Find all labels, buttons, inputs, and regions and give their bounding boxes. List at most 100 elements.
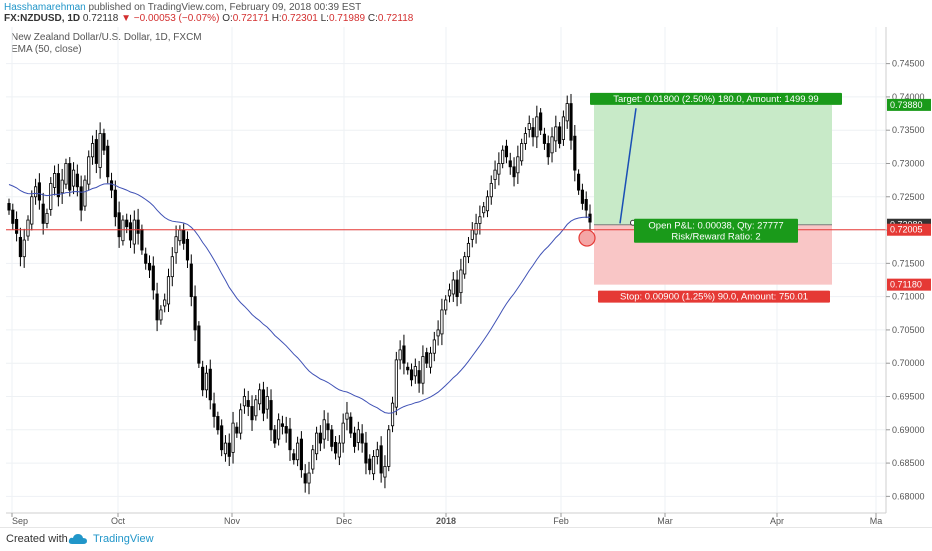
candle-body bbox=[326, 423, 330, 431]
candle-body bbox=[113, 189, 117, 218]
candle-body bbox=[37, 182, 41, 201]
candle-body bbox=[144, 253, 148, 264]
price-label-box[interactable] bbox=[887, 278, 931, 291]
candle-body bbox=[451, 279, 455, 295]
candle-body bbox=[341, 422, 345, 444]
candle-body bbox=[242, 396, 247, 407]
candle-body bbox=[235, 426, 239, 434]
candle-body bbox=[425, 352, 429, 364]
ema-line bbox=[8, 183, 591, 414]
candle-body bbox=[417, 370, 421, 384]
candle-body bbox=[18, 236, 22, 258]
candle-body bbox=[406, 366, 410, 371]
projection-line[interactable] bbox=[619, 108, 637, 224]
created-with-label: Created with bbox=[6, 533, 68, 545]
price-tick-label: 0.70000 bbox=[892, 358, 925, 368]
candle-body bbox=[512, 166, 516, 178]
candle-body bbox=[68, 163, 72, 191]
publish-line: Hasshamarehman published on TradingView.… bbox=[4, 2, 361, 13]
candle-body bbox=[227, 442, 231, 457]
candle-body bbox=[246, 400, 250, 407]
price-label-box[interactable] bbox=[887, 98, 931, 111]
target-label-box[interactable] bbox=[590, 92, 842, 105]
symbol-label[interactable]: FX:NZDUSD, 1D bbox=[4, 13, 81, 24]
price-tick-label: 0.68500 bbox=[892, 458, 925, 468]
price-label-box[interactable] bbox=[887, 223, 931, 236]
candle-body bbox=[299, 438, 303, 471]
candle-body bbox=[64, 163, 68, 185]
candle-body bbox=[470, 229, 474, 240]
candle-body bbox=[132, 219, 136, 245]
candle-body bbox=[561, 116, 565, 140]
candle-body bbox=[459, 269, 463, 294]
candle-body bbox=[546, 143, 550, 158]
candle-body bbox=[455, 279, 459, 298]
candle-body bbox=[558, 126, 562, 144]
change-value: −0.00053 (−0.07%) bbox=[133, 13, 220, 24]
pnl-label-text: Open P&L: 0.00038, Qty: 27777 bbox=[648, 221, 783, 232]
candle-body bbox=[497, 163, 501, 175]
candle-body bbox=[531, 127, 535, 138]
target-zone bbox=[594, 104, 832, 225]
candle-body bbox=[117, 212, 121, 238]
candle-body bbox=[269, 400, 273, 431]
candle-body bbox=[121, 219, 125, 242]
candle-body bbox=[22, 239, 26, 258]
candle-body bbox=[75, 173, 79, 188]
candle-body bbox=[364, 442, 368, 464]
candle-body bbox=[554, 126, 558, 142]
candle-body bbox=[41, 203, 45, 224]
candle-body bbox=[516, 156, 520, 174]
candle-body bbox=[466, 242, 471, 258]
candles bbox=[7, 93, 592, 495]
candle-body bbox=[550, 136, 554, 154]
time-tick-label: 2018 bbox=[436, 516, 456, 526]
candle-body bbox=[311, 449, 315, 470]
stop-label-text: Stop: 0.00900 (1.25%) 90.0, Amount: 750.… bbox=[620, 292, 808, 303]
candle-body bbox=[356, 429, 360, 443]
candle-body bbox=[109, 180, 114, 191]
candle-body bbox=[159, 309, 163, 321]
price-label-text: 0.71180 bbox=[890, 280, 922, 290]
author-link[interactable]: Hasshamarehman bbox=[4, 2, 86, 13]
tradingview-link[interactable]: TradingView bbox=[93, 533, 154, 545]
stop-label-box[interactable] bbox=[598, 290, 830, 303]
candle-body bbox=[493, 169, 497, 180]
price-tick-label: 0.72500 bbox=[892, 192, 925, 202]
candle-body bbox=[307, 472, 311, 484]
candle-body bbox=[34, 186, 38, 198]
candle-body bbox=[98, 133, 102, 168]
candle-body bbox=[26, 219, 30, 237]
tradingview-cloud-icon[interactable] bbox=[68, 533, 88, 545]
price-tick-label: 0.68000 bbox=[892, 491, 925, 501]
candle-body bbox=[527, 123, 531, 130]
candle-body bbox=[577, 173, 581, 191]
candle-body bbox=[182, 229, 186, 244]
price-axis[interactable]: 0.74500 0.74000 0.73500 0.73000 0.72500 0.720… bbox=[885, 27, 931, 513]
candle-body bbox=[216, 416, 220, 431]
position-overlays[interactable]: Target: 0.01800 (2.50%) 180.0, Amount: 1… bbox=[578, 92, 842, 303]
candle-body bbox=[261, 389, 266, 414]
price-tick-label: 0.70500 bbox=[892, 325, 925, 335]
time-tick-label: Oct bbox=[111, 516, 126, 526]
candle-body bbox=[223, 442, 228, 455]
candle-body bbox=[444, 299, 448, 311]
candle-body bbox=[151, 265, 155, 291]
candle-body bbox=[30, 196, 34, 225]
low-marker-circle[interactable] bbox=[578, 229, 596, 247]
candle-body bbox=[163, 299, 167, 307]
candle-body bbox=[193, 296, 197, 331]
position-zones bbox=[594, 104, 832, 285]
time-axis[interactable]: Sep Oct Nov Dec 2018 Feb Mar Apr Ma bbox=[6, 512, 886, 526]
candle-body bbox=[345, 412, 349, 420]
candle-body bbox=[15, 219, 19, 234]
candle-body bbox=[292, 453, 296, 461]
candle-body bbox=[432, 339, 436, 354]
price-tick-label: 0.71000 bbox=[892, 292, 925, 302]
candle-body bbox=[125, 219, 129, 228]
candle-body bbox=[220, 425, 224, 451]
candle-body bbox=[588, 213, 592, 223]
pnl-label-box[interactable] bbox=[634, 218, 798, 243]
candle-body bbox=[79, 186, 83, 211]
